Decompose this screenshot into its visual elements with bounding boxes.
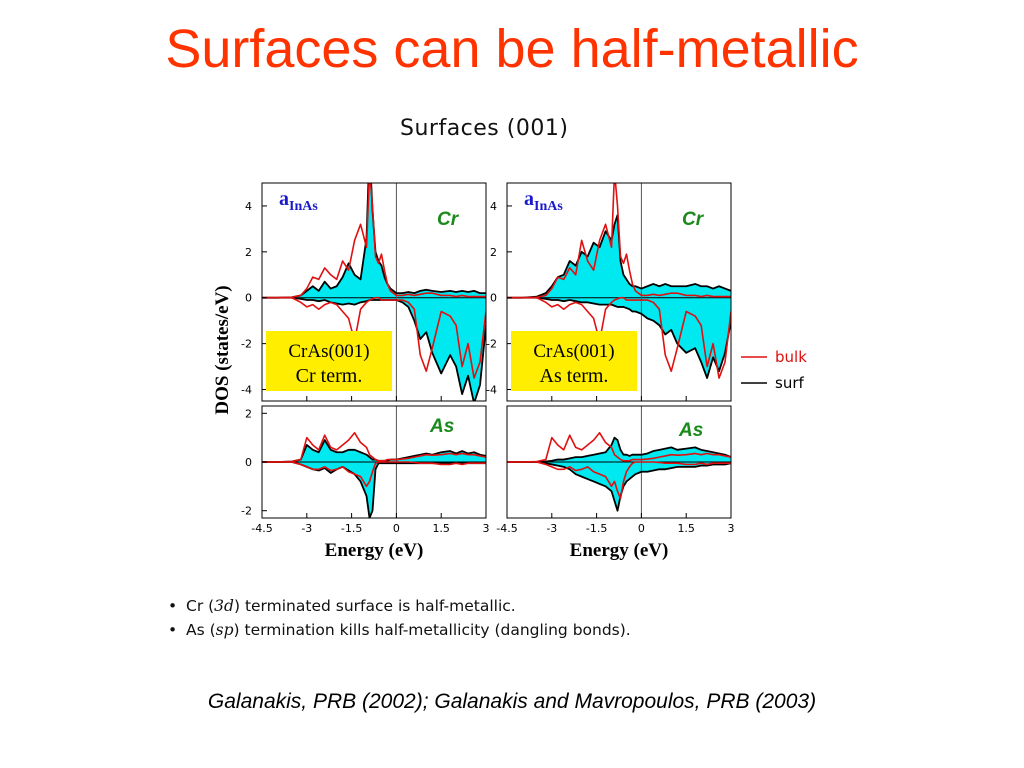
y-tick-label: 0 [490, 292, 497, 305]
surf-line-up [507, 214, 731, 299]
x-tick-label: 1.5 [677, 522, 695, 535]
panel-frame [261, 182, 487, 402]
surf-fill-down [262, 297, 486, 401]
surf-fill-up [507, 215, 731, 298]
bullet-dot-icon: • [168, 597, 178, 615]
legend: bulk surf [741, 348, 807, 392]
lattice-label: aInAs [279, 188, 318, 214]
legend-label-bulk: bulk [775, 348, 807, 366]
x-axis-label: Energy (eV) [325, 540, 424, 561]
lattice-label: aInAs [524, 188, 563, 214]
dos-panel-as-term-cr: 4 2 0 -2 -4 Cr aInAs CrAs(001) As term. [486, 182, 732, 402]
y-tick-label: 4 [490, 200, 497, 213]
legend-label-surf: surf [775, 374, 804, 392]
surf-fill-down [507, 297, 731, 379]
surf-fill-down [507, 462, 731, 511]
x-tick-label: -4.5 [251, 522, 272, 535]
termination-box-line1: CrAs(001) [288, 341, 369, 362]
y-tick-label: -4 [241, 384, 252, 397]
x-tick-label: 0 [393, 522, 400, 535]
element-label: Cr [437, 209, 460, 230]
surf-line-down [262, 461, 486, 518]
y-axis-label: DOS (states/eV) [212, 285, 233, 414]
surf-line-down [262, 296, 486, 401]
panel-plot-area [262, 183, 486, 401]
x-tick-label: -3 [301, 522, 312, 535]
surf-fill-up [507, 437, 731, 462]
panel-frame [506, 182, 732, 402]
bullet-text-post: ) terminated surface is half-metallic. [233, 597, 516, 615]
bulk-line-down [507, 296, 731, 379]
citation: Galanakis, PRB (2002); Galanakis and Mav… [207, 690, 817, 713]
figure-title: Surfaces (001) [400, 116, 569, 141]
bullet-text-pre: As ( [186, 621, 216, 639]
x-tick-label: -4.5 [496, 522, 517, 535]
panel-plot-area [507, 406, 731, 518]
x-tick-label: -1.5 [586, 522, 607, 535]
dos-panel-cr-term-as: 2 0 -2 As -4.5 -3 -1.5 0 1.5 3 Energy (eV) [241, 405, 490, 561]
x-axis-label: Energy (eV) [570, 540, 669, 561]
y-tick-label: 2 [245, 246, 252, 259]
y-tick-label: 0 [245, 456, 252, 469]
bulk-line-up [262, 183, 486, 299]
y-tick-label: -2 [486, 338, 497, 351]
y-tick-label: 2 [490, 246, 497, 259]
slide-title: Surfaces can be half-metallic [165, 19, 859, 79]
bullet-text-pre: Cr ( [186, 597, 215, 615]
y-tick-label: -4 [486, 384, 497, 397]
termination-box-line2: As term. [540, 365, 609, 387]
bullet-item: • Cr (3d) terminated surface is half-meta… [168, 594, 631, 618]
y-tick-label: 0 [245, 292, 252, 305]
bulk-line-up [507, 431, 731, 463]
bulk-line-down [262, 461, 486, 488]
dos-panel-cr-term-cr: 4 2 0 -2 -4 Cr aInAs CrAs(001) Cr term. [241, 182, 487, 402]
x-tick-label: 3 [728, 522, 735, 535]
bullet-item: • As (sp) termination kills half-metallic… [168, 618, 631, 642]
element-label: Cr [682, 209, 705, 230]
termination-box [266, 331, 392, 391]
bulk-line-down [507, 461, 731, 500]
bullet-text-post: ) termination kills half-metallicity (da… [233, 621, 631, 639]
termination-box [511, 331, 637, 391]
panel-frame [506, 405, 732, 519]
surf-line-up [262, 183, 486, 299]
surf-line-down [507, 296, 731, 379]
surf-line-down [507, 461, 731, 512]
dos-panel-as-term-as: As -4.5 -3 -1.5 0 1.5 3 Energy (eV) [496, 405, 735, 561]
termination-box-line1: CrAs(001) [533, 341, 614, 362]
element-label: As [429, 416, 454, 437]
bullet-symbol: 3d [214, 597, 234, 615]
surf-fill-up [262, 440, 486, 462]
x-tick-label: -1.5 [341, 522, 362, 535]
x-tick-label: 3 [483, 522, 490, 535]
panel-plot-area [262, 406, 486, 518]
x-tick-label: 1.5 [432, 522, 450, 535]
bullet-list: • Cr (3d) terminated surface is half-meta… [168, 594, 631, 642]
termination-box-line2: Cr term. [296, 365, 363, 387]
y-tick-label: 2 [245, 407, 252, 420]
y-tick-label: -2 [241, 338, 252, 351]
element-label: As [678, 420, 703, 441]
bulk-line-up [507, 183, 731, 299]
panel-plot-area [507, 183, 731, 401]
y-tick-label: -2 [241, 505, 252, 518]
y-tick-label: 4 [245, 200, 252, 213]
x-tick-label: 0 [638, 522, 645, 535]
bullet-symbol: sp [215, 621, 234, 639]
bulk-line-down [262, 296, 486, 379]
bullet-dot-icon: • [168, 621, 178, 639]
bulk-line-up [262, 431, 486, 463]
surf-line-up [507, 436, 731, 463]
x-tick-label: -3 [546, 522, 557, 535]
